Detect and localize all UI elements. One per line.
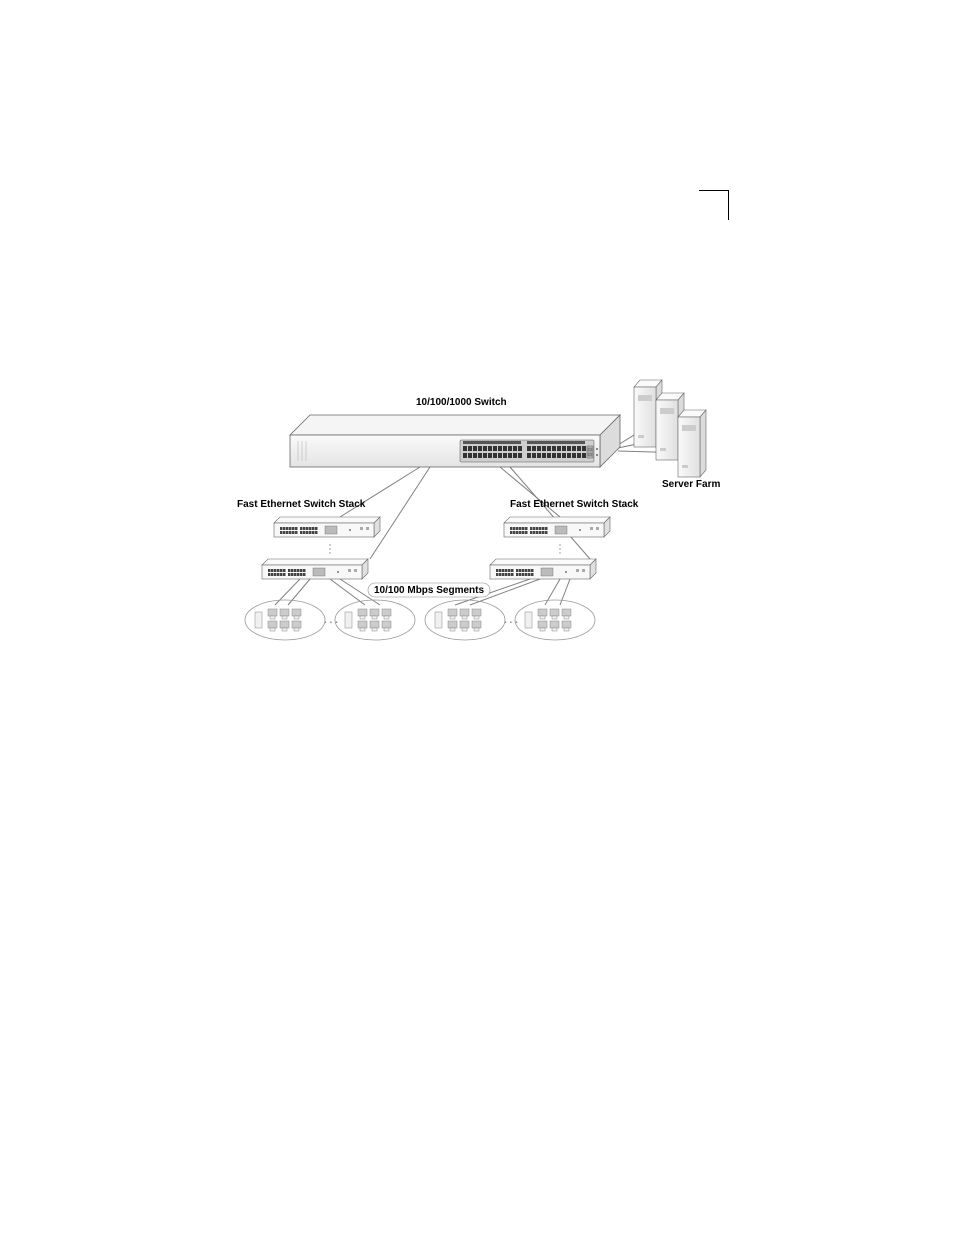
segment-cloud-2 <box>335 600 415 640</box>
network-diagram: . . . . . . <box>230 375 740 655</box>
server-farm <box>634 380 706 477</box>
segment-cloud-4 <box>515 600 595 640</box>
fe-stack-left <box>262 517 380 579</box>
conn-r3 <box>545 579 560 605</box>
label-server-farm: Server Farm <box>662 479 720 490</box>
label-fe-right: Fast Ethernet Switch Stack <box>510 499 638 510</box>
fe-stack-right <box>490 517 610 579</box>
diagram-svg: . . . . . . <box>230 375 740 655</box>
page-corner-mark <box>699 190 729 220</box>
gigabit-switch <box>290 415 620 467</box>
conn-big-left2 <box>370 467 430 559</box>
label-top-switch: 10/100/1000 Switch <box>416 397 507 408</box>
label-fe-left: Fast Ethernet Switch Stack <box>237 499 365 510</box>
server-3 <box>678 410 706 477</box>
conn-big-right2 <box>510 467 590 559</box>
segment-cloud-1 <box>245 600 325 640</box>
label-segments: 10/100 Mbps Segments <box>374 585 484 596</box>
segment-cloud-3 <box>425 600 505 640</box>
segment-clouds: . . . . . . <box>245 600 595 640</box>
